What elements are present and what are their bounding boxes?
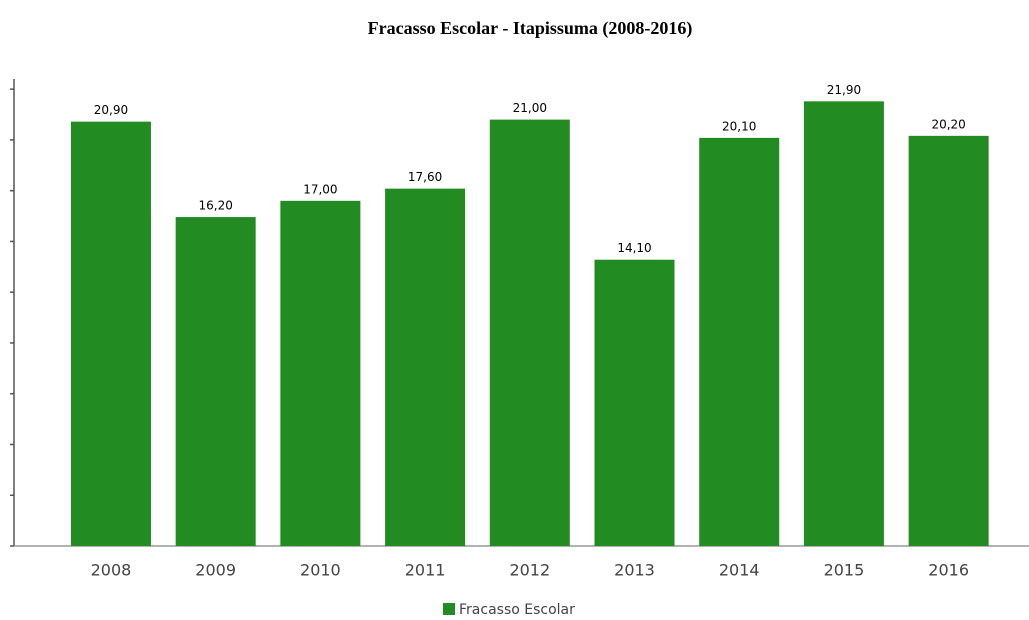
value-label: 20,20	[931, 117, 965, 131]
value-label: 17,00	[303, 182, 337, 196]
bar	[594, 259, 675, 546]
bar	[175, 217, 256, 546]
bar	[699, 137, 780, 546]
value-label: 14,10	[617, 241, 651, 255]
value-label: 21,90	[827, 83, 861, 97]
x-tick-label: 2010	[300, 561, 341, 580]
bar	[908, 135, 989, 546]
x-tick-label: 2015	[824, 561, 865, 580]
x-tick-label: 2016	[928, 561, 969, 580]
value-label: 20,90	[94, 103, 128, 117]
legend-swatch	[443, 603, 455, 615]
x-tick-label: 2014	[719, 561, 760, 580]
chart-title: Fracasso Escolar - Itapissuma (2008-2016…	[368, 18, 693, 39]
x-tick-label: 2013	[614, 561, 655, 580]
x-tick-label: 2009	[195, 561, 236, 580]
x-tick-label: 2011	[405, 561, 446, 580]
value-label: 17,60	[408, 170, 442, 184]
bar	[803, 101, 884, 547]
value-label: 16,20	[198, 199, 232, 213]
value-label: 21,00	[513, 101, 547, 115]
legend-label: Fracasso Escolar	[459, 602, 575, 618]
x-tick-label: 2008	[91, 561, 132, 580]
bar	[489, 119, 570, 546]
bar	[385, 188, 466, 546]
value-label: 20,10	[722, 119, 756, 133]
bar	[70, 121, 151, 546]
x-tick-label: 2012	[509, 561, 550, 580]
bar	[280, 200, 361, 546]
